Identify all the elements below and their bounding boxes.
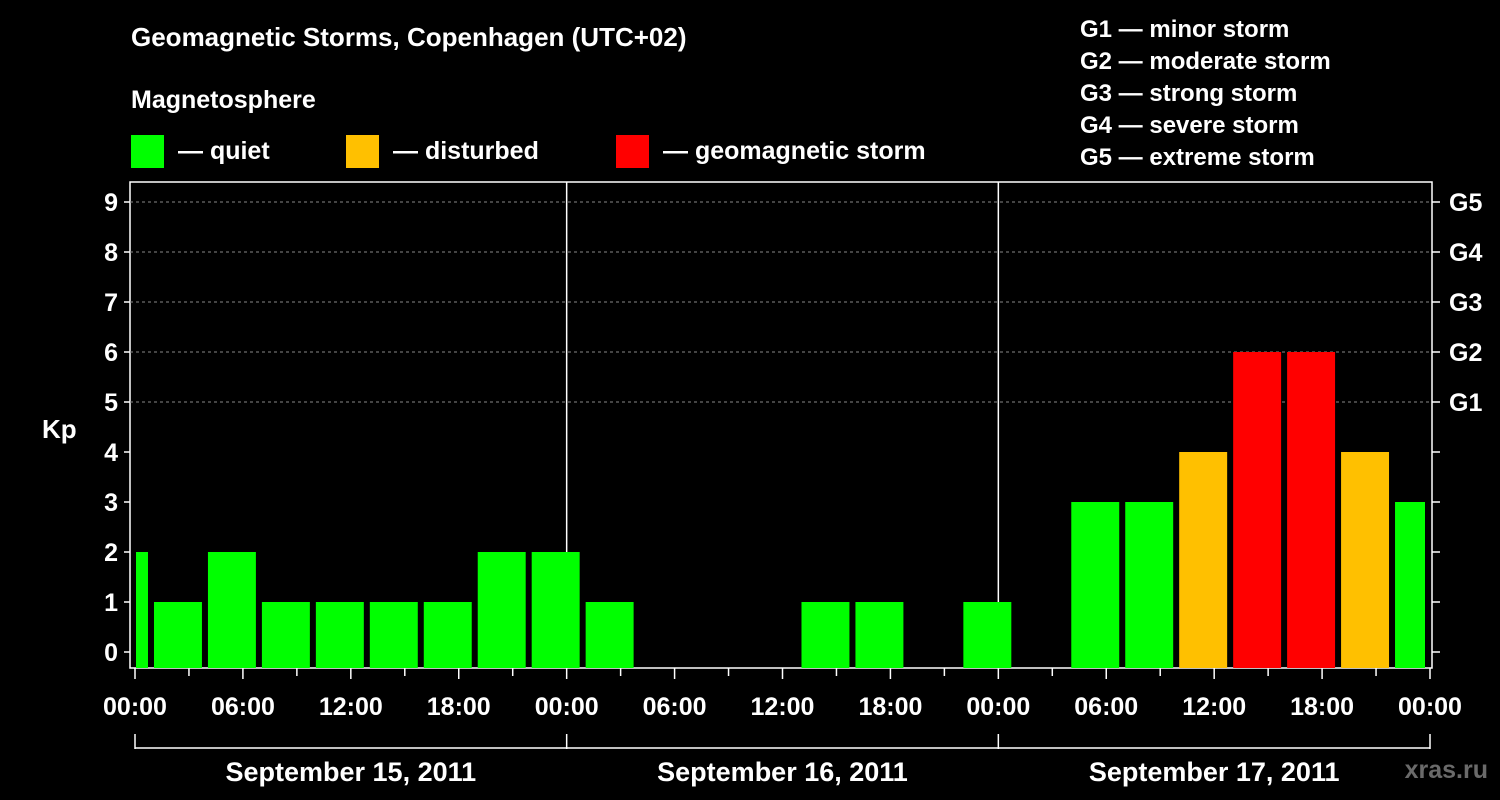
chart-title: Geomagnetic Storms, Copenhagen (UTC+02) [131, 22, 687, 52]
kp-bar [369, 602, 418, 668]
storm-scale-g3: G3 — strong storm [1080, 80, 1298, 107]
kp-bar [1395, 502, 1425, 668]
kp-bar [1071, 502, 1120, 668]
y-tick-label: 3 [104, 489, 118, 517]
kp-bar [136, 552, 148, 668]
kp-bar [1341, 452, 1390, 668]
x-tick-label: 00:00 [966, 693, 1030, 721]
kp-bar [153, 602, 202, 668]
kp-bar [585, 602, 634, 668]
y-tick-label: 5 [104, 389, 118, 417]
kp-bar [477, 552, 526, 668]
right-axis-label: G5 [1449, 189, 1482, 217]
y-tick-label: 4 [104, 439, 118, 467]
kp-bar [261, 602, 310, 668]
x-tick-label: 06:00 [643, 693, 707, 721]
legend-swatch-storm [616, 134, 649, 168]
kp-bar [1179, 452, 1228, 668]
kp-bar [1233, 352, 1282, 668]
x-tick-label: 18:00 [427, 693, 491, 721]
x-tick-label: 12:00 [1182, 693, 1246, 721]
x-tick-label: 12:00 [751, 693, 815, 721]
day-label: September 17, 2011 [1089, 757, 1340, 787]
x-tick-label: 00:00 [1398, 693, 1462, 721]
kp-bar [207, 552, 256, 668]
legend-item-quiet: — quiet [131, 134, 270, 168]
y-tick-label: 7 [104, 289, 118, 317]
x-tick-label: 18:00 [858, 693, 922, 721]
storm-scale-g1: G1 — minor storm [1080, 16, 1290, 43]
legend-item-disturbed: — disturbed [346, 134, 539, 168]
y-tick-label: 1 [104, 589, 118, 617]
legend-item-storm: — geomagnetic storm [616, 134, 926, 168]
storm-scale-legend: G1 — minor storm G2 — moderate storm G3 … [1080, 14, 1331, 174]
storm-scale-g2: G2 — moderate storm [1080, 48, 1331, 75]
x-tick-label: 00:00 [103, 693, 167, 721]
kp-bar [855, 602, 904, 668]
kp-bar [1125, 502, 1174, 668]
magnetosphere-label: Magnetosphere [131, 86, 316, 114]
legend-label-storm: — geomagnetic storm [663, 136, 926, 165]
day-label: September 16, 2011 [657, 757, 908, 787]
y-tick-label: 0 [104, 639, 118, 667]
y-tick-label: 9 [104, 189, 118, 217]
x-tick-label: 06:00 [1074, 693, 1138, 721]
legend-swatch-quiet [131, 134, 164, 168]
right-axis-label: G1 [1449, 389, 1482, 417]
x-tick-label: 18:00 [1290, 693, 1354, 721]
kp-bar [531, 552, 580, 668]
kp-bar [1287, 352, 1336, 668]
day-label: September 15, 2011 [225, 757, 476, 787]
x-tick-label: 00:00 [535, 693, 599, 721]
x-tick-label: 12:00 [319, 693, 383, 721]
kp-bar [315, 602, 364, 668]
kp-bar [801, 602, 850, 668]
y-tick-label: 6 [104, 339, 118, 367]
legend-label-quiet: — quiet [178, 136, 270, 165]
watermark: xras.ru [1404, 756, 1488, 784]
legend-swatch-disturbed [346, 134, 379, 168]
right-axis-label: G4 [1449, 239, 1482, 267]
plot-frame [129, 181, 1433, 669]
x-tick-label: 06:00 [211, 693, 275, 721]
right-axis-label: G3 [1449, 289, 1482, 317]
kp-bar [423, 602, 472, 668]
kp-bar [963, 602, 1012, 668]
legend-label-disturbed: — disturbed [393, 136, 539, 165]
y-tick-label: 2 [104, 539, 118, 567]
storm-scale-g4: G4 — severe storm [1080, 112, 1299, 139]
y-axis-label: Kp [42, 414, 77, 444]
right-axis-label: G2 [1449, 339, 1482, 367]
storm-scale-g5: G5 — extreme storm [1080, 144, 1315, 171]
y-tick-label: 8 [104, 239, 118, 267]
